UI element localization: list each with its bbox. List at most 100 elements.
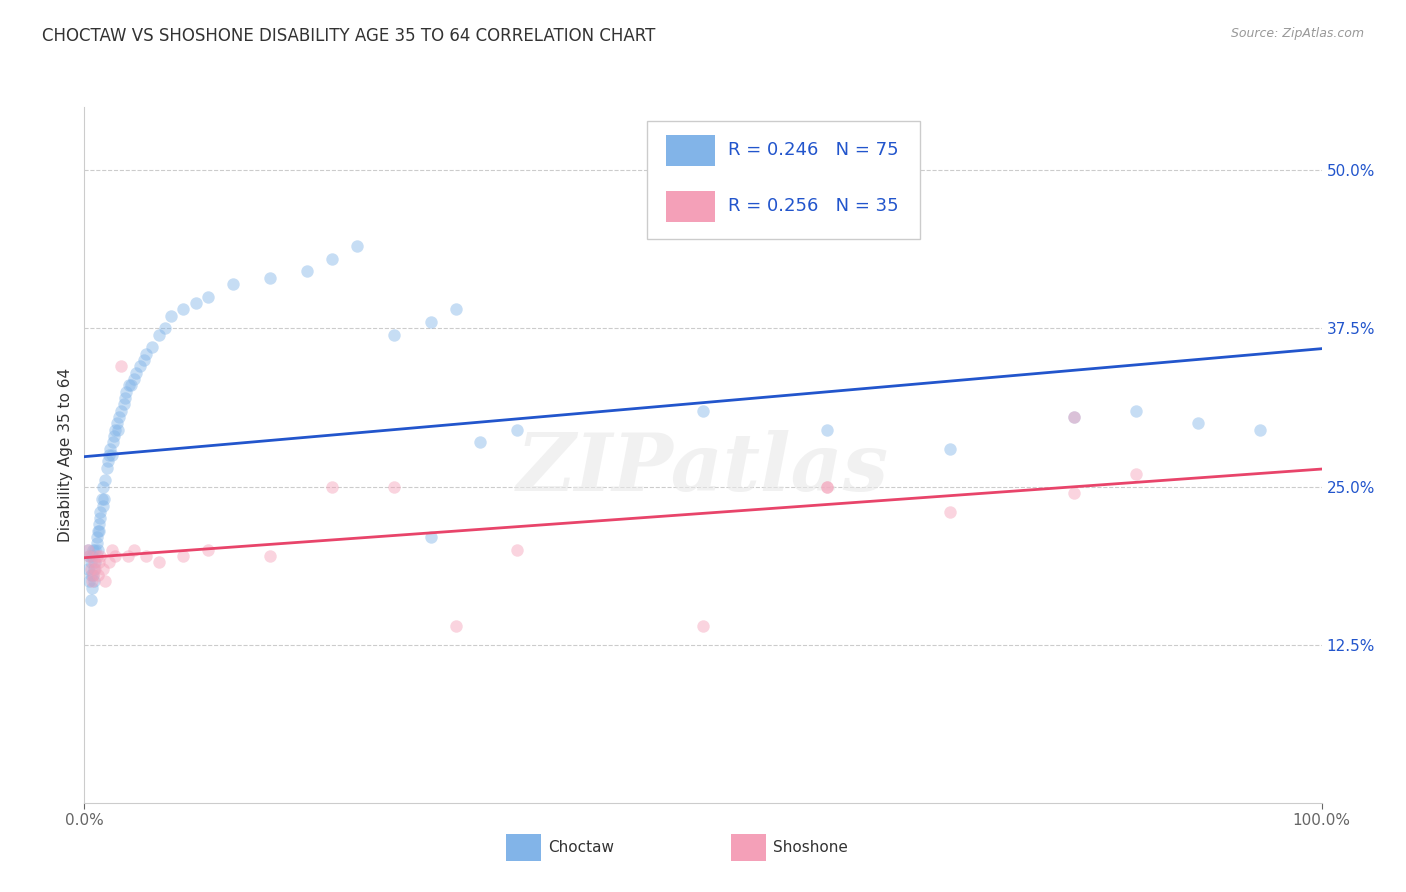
- Point: [79, 593, 101, 607]
- Point: [692, 403, 714, 417]
- Point: [1187, 417, 1209, 431]
- Point: [98, 442, 121, 456]
- Point: [1125, 467, 1147, 481]
- Point: [77, 542, 100, 557]
- Point: [117, 549, 139, 563]
- Point: [82, 542, 104, 557]
- Point: [1249, 423, 1271, 437]
- Point: [104, 549, 127, 563]
- Point: [470, 435, 492, 450]
- Point: [77, 562, 100, 576]
- Point: [108, 409, 131, 424]
- Point: [83, 556, 105, 570]
- Point: [80, 549, 103, 563]
- Point: [84, 562, 107, 576]
- Point: [692, 618, 714, 632]
- Point: [100, 448, 122, 462]
- Point: [86, 536, 108, 550]
- Point: [80, 574, 103, 589]
- Point: [112, 397, 135, 411]
- Point: [120, 378, 142, 392]
- Point: [79, 568, 101, 582]
- Point: [295, 264, 318, 278]
- Point: [939, 442, 962, 456]
- Point: [91, 499, 114, 513]
- Point: [89, 511, 111, 525]
- Point: [79, 562, 101, 576]
- Point: [141, 340, 163, 354]
- Point: [82, 568, 104, 582]
- Point: [222, 277, 245, 292]
- Point: [321, 479, 343, 493]
- Point: [79, 556, 101, 570]
- Point: [444, 302, 467, 317]
- Text: CHOCTAW VS SHOSHONE DISABILITY AGE 35 TO 64 CORRELATION CHART: CHOCTAW VS SHOSHONE DISABILITY AGE 35 TO…: [42, 27, 655, 45]
- Point: [444, 618, 467, 632]
- Point: [197, 542, 219, 557]
- Point: [89, 549, 111, 563]
- Point: [197, 290, 219, 304]
- Point: [105, 417, 128, 431]
- Point: [86, 530, 108, 544]
- Point: [114, 391, 136, 405]
- Point: [87, 542, 110, 557]
- Point: [506, 423, 529, 437]
- Point: [153, 321, 176, 335]
- Point: [118, 378, 141, 392]
- Point: [82, 568, 104, 582]
- Point: [148, 556, 170, 570]
- Point: [1125, 403, 1147, 417]
- Point: [110, 403, 132, 417]
- Point: [98, 556, 121, 570]
- Point: [1063, 409, 1085, 424]
- Point: [172, 549, 194, 563]
- Point: [132, 353, 155, 368]
- Text: R = 0.256   N = 35: R = 0.256 N = 35: [728, 197, 898, 215]
- Point: [815, 423, 838, 437]
- Point: [84, 542, 107, 557]
- Point: [79, 549, 101, 563]
- Point: [110, 359, 132, 374]
- Point: [79, 574, 101, 589]
- Point: [122, 542, 145, 557]
- Point: [815, 479, 838, 493]
- Point: [103, 429, 125, 443]
- Point: [382, 479, 405, 493]
- Point: [506, 542, 529, 557]
- Point: [98, 448, 121, 462]
- Point: [259, 270, 281, 285]
- Text: Source: ZipAtlas.com: Source: ZipAtlas.com: [1230, 27, 1364, 40]
- Point: [77, 542, 100, 557]
- Point: [101, 435, 124, 450]
- Point: [83, 562, 105, 576]
- Point: [160, 309, 183, 323]
- Point: [419, 530, 441, 544]
- Point: [89, 517, 111, 532]
- Point: [100, 542, 122, 557]
- Point: [91, 479, 114, 493]
- Point: [135, 549, 157, 563]
- Point: [1063, 409, 1085, 424]
- Point: [79, 549, 101, 563]
- Point: [122, 372, 145, 386]
- Point: [86, 549, 108, 563]
- Point: [815, 479, 838, 493]
- Point: [148, 327, 170, 342]
- Point: [87, 524, 110, 538]
- Point: [107, 423, 129, 437]
- Point: [115, 384, 138, 399]
- Point: [321, 252, 343, 266]
- Y-axis label: Disability Age 35 to 64: Disability Age 35 to 64: [58, 368, 73, 542]
- Text: R = 0.246   N = 75: R = 0.246 N = 75: [728, 141, 898, 159]
- Point: [90, 492, 112, 507]
- Point: [94, 574, 117, 589]
- Point: [184, 296, 207, 310]
- Point: [104, 423, 127, 437]
- Point: [91, 562, 114, 576]
- Point: [94, 473, 117, 487]
- Point: [382, 327, 405, 342]
- Point: [89, 556, 111, 570]
- Point: [1063, 486, 1085, 500]
- Point: [93, 492, 115, 507]
- Bar: [666, 135, 716, 166]
